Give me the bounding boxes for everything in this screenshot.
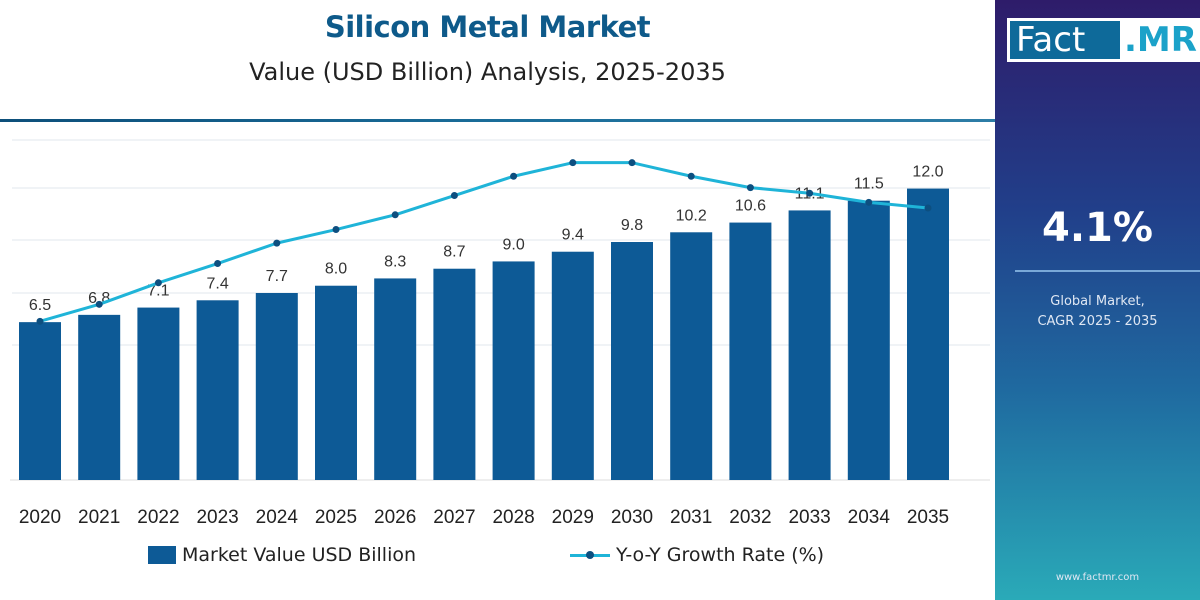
bar-2034 bbox=[847, 200, 890, 480]
legend-swatch-line bbox=[570, 546, 610, 564]
bar-2022 bbox=[137, 307, 180, 480]
growth-point-2025 bbox=[332, 226, 340, 234]
growth-point-2031 bbox=[687, 172, 695, 180]
x-tick-label-2025: 2025 bbox=[315, 507, 357, 528]
bar-label-2020: 6.5 bbox=[29, 297, 51, 314]
x-tick-label-2030: 2030 bbox=[611, 507, 653, 528]
legend-label-line: Y-o-Y Growth Rate (%) bbox=[616, 544, 825, 566]
bar-2026 bbox=[374, 278, 417, 480]
growth-point-2026 bbox=[391, 211, 399, 219]
legend-item-bars: Market Value USD Billion bbox=[148, 544, 416, 566]
cagr-label-line1: Global Market, bbox=[1050, 294, 1145, 309]
logo-text-mr: .MR bbox=[1124, 20, 1197, 60]
bar-label-2030: 9.8 bbox=[621, 217, 643, 234]
bar-2031 bbox=[670, 232, 713, 480]
bar-2035 bbox=[907, 188, 949, 481]
bar-label-2023: 7.4 bbox=[206, 275, 228, 292]
growth-point-2021 bbox=[95, 300, 103, 308]
panel-divider bbox=[1015, 270, 1200, 272]
growth-point-2033 bbox=[806, 189, 814, 197]
growth-point-2024 bbox=[273, 239, 281, 247]
growth-rate-line bbox=[39, 161, 929, 323]
x-tick-label-2033: 2033 bbox=[788, 507, 830, 528]
growth-point-2032 bbox=[746, 184, 754, 192]
legend-swatch-bar bbox=[148, 546, 176, 564]
growth-point-2035 bbox=[924, 204, 932, 212]
bar-2033 bbox=[788, 210, 831, 480]
bar-label-2024: 7.7 bbox=[266, 268, 288, 285]
bar-label-2028: 9.0 bbox=[502, 236, 524, 253]
x-tick-label-2023: 2023 bbox=[196, 507, 238, 528]
x-tick-label-2029: 2029 bbox=[552, 507, 594, 528]
website-link[interactable]: www.factmr.com bbox=[1055, 572, 1140, 583]
x-tick-label-2034: 2034 bbox=[848, 507, 891, 528]
growth-point-2028 bbox=[510, 172, 518, 180]
title-divider bbox=[0, 119, 995, 122]
bar-2021 bbox=[78, 314, 121, 480]
growth-point-2023 bbox=[214, 260, 222, 268]
x-tick-label-2026: 2026 bbox=[374, 507, 416, 528]
x-tick-label-2024: 2024 bbox=[256, 507, 299, 528]
bar-2027 bbox=[433, 268, 476, 480]
x-tick-label-2028: 2028 bbox=[492, 507, 534, 528]
chart-title: Silicon Metal Market bbox=[324, 10, 651, 44]
bar-2024 bbox=[255, 293, 298, 480]
bar-label-2022: 7.1 bbox=[147, 283, 169, 300]
bar-label-2026: 8.3 bbox=[384, 253, 406, 270]
bar-label-2034: 11.5 bbox=[854, 176, 884, 193]
x-tick-label-2035: 2035 bbox=[907, 507, 949, 528]
growth-point-2020 bbox=[36, 317, 44, 325]
bar-label-2025: 8.0 bbox=[325, 261, 347, 278]
bar-2032 bbox=[729, 222, 772, 481]
growth-point-2030 bbox=[628, 159, 636, 167]
bar-label-2032: 10.6 bbox=[735, 198, 766, 215]
x-tick-label-2027: 2027 bbox=[433, 507, 475, 528]
bar-2030 bbox=[611, 242, 653, 480]
legend-item-line: Y-o-Y Growth Rate (%) bbox=[570, 544, 824, 566]
x-tick-label-2021: 2021 bbox=[78, 507, 120, 528]
growth-point-2022 bbox=[154, 279, 162, 287]
cagr-value: 4.1% bbox=[1042, 205, 1153, 251]
bar-label-2027: 8.7 bbox=[443, 244, 465, 261]
bar-2020 bbox=[19, 322, 61, 480]
growth-point-2034 bbox=[865, 198, 873, 206]
x-tick-label-2031: 2031 bbox=[670, 507, 712, 528]
x-tick-label-2022: 2022 bbox=[137, 507, 179, 528]
growth-point-2029 bbox=[569, 159, 577, 167]
growth-point-2027 bbox=[450, 192, 458, 200]
chart-plot: 6.520206.820217.120227.420237.720248.020… bbox=[10, 139, 990, 528]
bar-label-2031: 10.2 bbox=[676, 207, 707, 224]
bar-2028 bbox=[492, 261, 535, 480]
bar-label-2029: 9.4 bbox=[562, 227, 584, 244]
bar-2023 bbox=[196, 300, 239, 480]
side-panel bbox=[995, 0, 1200, 600]
x-tick-label-2020: 2020 bbox=[19, 507, 61, 528]
cagr-label-line2: CAGR 2025 - 2035 bbox=[1037, 314, 1158, 329]
bar-2029 bbox=[551, 251, 594, 480]
legend-label-bars: Market Value USD Billion bbox=[182, 544, 417, 566]
x-tick-label-2032: 2032 bbox=[729, 507, 771, 528]
bar-label-2035: 12.0 bbox=[912, 164, 943, 181]
chart-subtitle: Value (USD Billion) Analysis, 2025-2035 bbox=[249, 58, 726, 86]
logo-text-fact: Fact bbox=[1010, 21, 1120, 59]
bar-2025 bbox=[315, 285, 357, 480]
cagr-label: Global Market, CAGR 2025 - 2035 bbox=[995, 292, 1200, 332]
